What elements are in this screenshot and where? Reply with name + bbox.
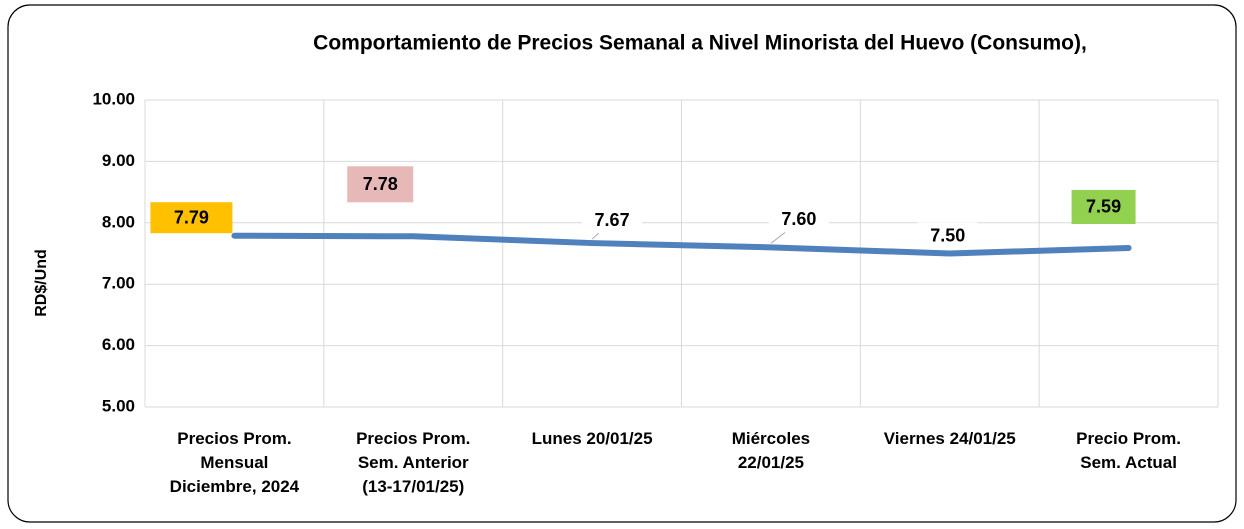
x-tick-label-line: Miércoles [732, 429, 810, 448]
x-tick-label: Precios Prom. Mensual Diciembre, 2024 [170, 429, 300, 496]
y-tick-label: 6.00 [102, 335, 135, 354]
line-series [231, 232, 1132, 257]
data-label: 7.60 [781, 209, 816, 229]
x-tick-label: Precio Prom. Sem. Actual [1076, 429, 1181, 472]
x-tick-label-line: Lunes 20/01/25 [532, 429, 653, 448]
data-label: 7.79 [174, 207, 209, 227]
x-tick-label-line: Precios Prom. [356, 429, 470, 448]
x-tick-label-line: 22/01/25 [738, 453, 804, 472]
x-tick-label-line: Sem. Actual [1080, 453, 1177, 472]
x-tick-label-line: Precios Prom. [177, 429, 291, 448]
data-label-box [1071, 189, 1136, 224]
x-tick-label: Lunes 20/01/25 [532, 429, 653, 448]
y-tick-label: 7.00 [102, 274, 135, 293]
y-axis-label: RD$/Und [33, 249, 50, 317]
data-label-box [150, 202, 233, 234]
x-tick-label: Precios Prom. Sem. Anterior (13-17/01/25) [356, 429, 470, 496]
x-tick-label-line: Viernes 24/01/25 [884, 429, 1016, 448]
data-label-box [768, 206, 829, 233]
data-label: 7.67 [595, 210, 630, 230]
x-tick-label-line: Diciembre, 2024 [170, 477, 300, 496]
data-label: 7.78 [363, 174, 398, 194]
chart-frame [7, 4, 1237, 523]
data-label-box [582, 207, 643, 234]
x-tick-label-line: Sem. Anterior [358, 453, 469, 472]
data-label-box [917, 222, 978, 249]
y-tick-label: 9.00 [102, 151, 135, 170]
y-tick-label: 5.00 [102, 396, 135, 415]
x-tick-label: Viernes 24/01/25 [884, 429, 1016, 448]
data-label-box [347, 166, 414, 203]
chart-title: Comportamiento de Precios Semanal a Nive… [313, 32, 1087, 55]
y-tick-label: 10.00 [92, 89, 135, 108]
y-tick-label: 8.00 [102, 212, 135, 231]
x-tick-label-line: Precio Prom. [1076, 429, 1181, 448]
x-tick-label-line: Mensual [200, 453, 268, 472]
data-label: 7.59 [1086, 197, 1121, 217]
data-label: 7.50 [930, 225, 965, 245]
x-tick-label: Miércoles 22/01/25 [732, 429, 810, 472]
x-tick-label-line: (13-17/01/25) [362, 477, 464, 496]
